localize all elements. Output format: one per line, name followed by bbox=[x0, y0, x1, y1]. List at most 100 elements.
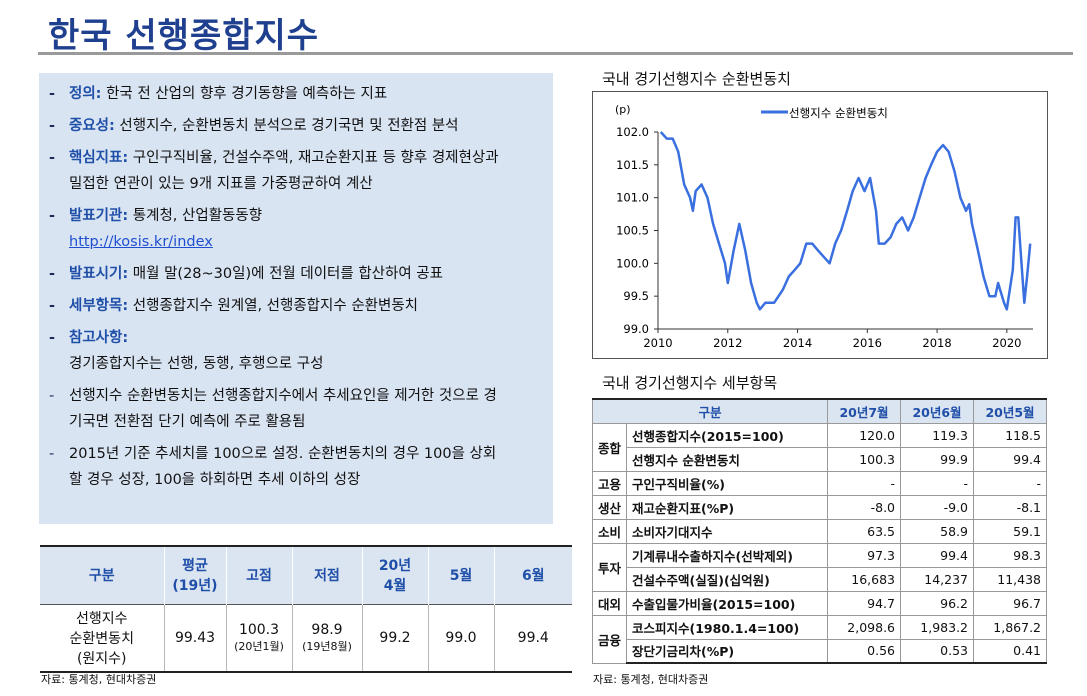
summary-header: 20년 4월 bbox=[361, 545, 428, 604]
detail-value: 99.9 bbox=[900, 446, 974, 472]
detail-value: 98.3 bbox=[973, 542, 1047, 568]
detail-category: 투자 bbox=[591, 542, 628, 592]
detail-value: 1,983.2 bbox=[900, 614, 974, 640]
summary-value: 99.4 bbox=[493, 603, 572, 673]
detail-item-name: 장단기금리차(%P) bbox=[626, 638, 828, 664]
header-line: (19년) bbox=[172, 578, 218, 595]
label-line: 선행지수 bbox=[75, 610, 128, 627]
label-line: 순환변동치 bbox=[69, 630, 134, 647]
detail-value: -8.0 bbox=[827, 494, 901, 520]
summary-header: 5월 bbox=[427, 545, 494, 604]
detail-table: 구분 20년7월 20년6월 20년5월 종합 선행종합지수(2015=100) 1… bbox=[591, 398, 1047, 664]
title-divider bbox=[38, 52, 1073, 55]
summary-value: 100.3 (20년1월) bbox=[225, 603, 292, 673]
source-note-left: 자료: 통계청, 현대차증권 bbox=[41, 673, 157, 686]
detail-row: 생산 재고순환지표(%P) -8.0 -9.0 -8.1 bbox=[591, 494, 1047, 520]
y-tick-label: 99.0 bbox=[623, 322, 649, 336]
detail-item-name: 구인구직비율(%) bbox=[626, 470, 828, 496]
def-text: 선행종합지수 원계열, 선행종합지수 순환변동치 bbox=[128, 298, 419, 314]
summary-value: 99.43 bbox=[163, 603, 226, 673]
summary-value: 98.9 (19년8월) bbox=[291, 603, 362, 673]
note-item: -2015년 기준 추세치를 100으로 설정. 순환변동치의 경우 100을 … bbox=[49, 441, 543, 467]
detail-value: 99.4 bbox=[900, 542, 974, 568]
detail-value: 0.56 bbox=[827, 638, 901, 664]
detail-value: - bbox=[900, 470, 974, 496]
detail-item-name: 재고순환지표(%P) bbox=[626, 494, 828, 520]
def-item: - 정의: 한국 전 산업의 향후 경기동향을 예측하는 지표 bbox=[49, 81, 543, 107]
detail-value: 97.3 bbox=[827, 542, 901, 568]
chart-title: 국내 경기선행지수 순환변동치 bbox=[602, 70, 791, 88]
detail-value: 58.9 bbox=[900, 518, 974, 544]
detail-item-name: 선행종합지수(2015=100) bbox=[626, 422, 828, 448]
summary-header: 고점 bbox=[225, 545, 292, 604]
detail-value: 0.53 bbox=[900, 638, 974, 664]
detail-table-title: 국내 경기선행지수 세부항목 bbox=[602, 374, 778, 392]
def-label: 발표기관: bbox=[69, 208, 129, 224]
detail-value: - bbox=[827, 470, 901, 496]
detail-value: 96.2 bbox=[900, 590, 974, 616]
def-item: - 핵심지표: 구인구직비율, 건설수주액, 재고순환지표 등 향후 경제현상과 bbox=[49, 145, 543, 171]
detail-value: -8.1 bbox=[973, 494, 1047, 520]
detail-category: 생산 bbox=[591, 494, 628, 520]
source-note-right: 자료: 통계청, 현대차증권 bbox=[593, 673, 709, 686]
def-label: 중요성: bbox=[69, 118, 115, 134]
summary-header: 저점 bbox=[291, 545, 362, 604]
detail-value: 94.7 bbox=[827, 590, 901, 616]
summary-header: 6월 bbox=[493, 545, 572, 604]
detail-item-name: 코스피지수(1980.1.4=100) bbox=[626, 614, 828, 640]
bullet-dash: - bbox=[49, 388, 55, 404]
summary-header: 평균 (19년) bbox=[163, 545, 226, 604]
detail-header: 구분 bbox=[592, 398, 828, 424]
note-continuation: 기국면 전환점 단기 예측에 주로 활용됨 bbox=[69, 414, 306, 430]
y-unit-label: (p) bbox=[615, 103, 631, 116]
def-text: 선행지수, 순환변동치 분석으로 경기국면 및 전환점 분석 bbox=[114, 118, 459, 134]
detail-category: 종합 bbox=[591, 422, 628, 472]
detail-value: 2,098.6 bbox=[827, 614, 901, 640]
y-tick-label: 100.5 bbox=[616, 224, 649, 238]
detail-value: 119.3 bbox=[900, 422, 974, 448]
detail-item-name: 건설수주액(실질)(십억원) bbox=[626, 566, 828, 592]
value-note: (19년8월) bbox=[302, 639, 352, 653]
detail-value: 1,867.2 bbox=[973, 614, 1047, 640]
line-chart: (p) 선행지수 순환변동치 102.0 101.5 101.0 100.5 100.0… bbox=[615, 103, 1033, 350]
summary-header: 구분 bbox=[40, 545, 164, 604]
note-item: - 선행지수 순환변동치는 선행종합지수에서 추세요인을 제거한 것으로 경 bbox=[49, 383, 543, 409]
value-note: (20년1월) bbox=[234, 639, 284, 653]
bullet-dash: - bbox=[49, 298, 56, 314]
summary-value: 99.2 bbox=[361, 603, 428, 673]
header-line: 평균 bbox=[182, 558, 208, 575]
def-text: 매월 말(28~30일)에 전월 데이터를 합산하여 공표 bbox=[128, 266, 443, 282]
detail-value: 96.7 bbox=[973, 590, 1047, 616]
detail-header: 20년7월 bbox=[827, 398, 901, 424]
detail-row: 소비 소비자기대지수 63.5 58.9 59.1 bbox=[591, 518, 1047, 544]
bullet-dash: - bbox=[49, 118, 56, 134]
def-item: - 참고사항: bbox=[49, 325, 543, 351]
detail-value: 99.4 bbox=[973, 446, 1047, 472]
detail-value: 120.0 bbox=[827, 422, 901, 448]
detail-item-name: 소비자기대지수 bbox=[626, 518, 828, 544]
detail-row: 고용 구인구직비율(%) - - - bbox=[591, 470, 1047, 496]
bullet-dash: - bbox=[49, 86, 56, 102]
y-tick-label: 102.0 bbox=[616, 125, 649, 139]
bullet-dash: - bbox=[49, 266, 56, 282]
value-main: 98.9 bbox=[311, 621, 343, 638]
detail-category: 대외 bbox=[591, 590, 628, 616]
x-tick-label: 2016 bbox=[853, 336, 882, 350]
detail-value: 16,683 bbox=[827, 566, 901, 592]
detail-value: 118.5 bbox=[973, 422, 1047, 448]
detail-row: 대외 수출입물가비율(2015=100) 94.7 96.2 96.7 bbox=[591, 590, 1047, 616]
detail-header: 20년6월 bbox=[900, 398, 974, 424]
y-tick-label: 100.0 bbox=[616, 256, 649, 270]
def-label: 정의: bbox=[69, 86, 102, 102]
def-text: 한국 전 산업의 향후 경기동향을 예측하는 지표 bbox=[101, 86, 388, 102]
label-line: (원지수) bbox=[76, 650, 127, 667]
kosis-link[interactable]: http://kosis.kr/index bbox=[69, 234, 213, 250]
legend-label: 선행지수 순환변동치 bbox=[789, 106, 888, 120]
detail-row: 투자 기계류내수출하지수(선박제외) 97.3 99.4 98.3 bbox=[591, 542, 1047, 592]
note-continuation: 할 경우 성장, 100을 하회하면 추세 이하의 성장 bbox=[69, 472, 361, 488]
bullet-dash: - bbox=[49, 446, 55, 462]
def-item: - 발표기관: 통계청, 산업활동동향 bbox=[49, 203, 543, 229]
bullet-dash: - bbox=[49, 150, 56, 166]
